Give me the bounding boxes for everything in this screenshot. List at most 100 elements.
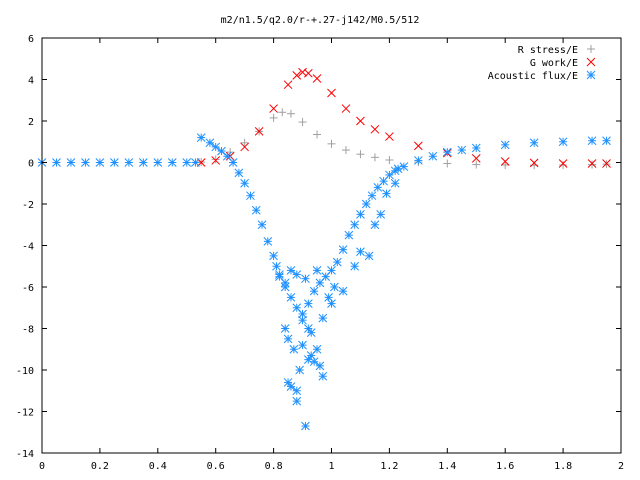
y-tick-label: -14 xyxy=(16,449,34,460)
y-tick-label: 4 xyxy=(28,76,34,87)
y-tick-label: -12 xyxy=(16,408,34,419)
data-point xyxy=(312,266,322,275)
data-point xyxy=(52,158,61,167)
data-point xyxy=(364,251,374,261)
data-point xyxy=(257,220,267,230)
data-point xyxy=(529,138,539,148)
data-point xyxy=(240,178,250,188)
legend-marker xyxy=(587,45,595,53)
data-point xyxy=(251,205,261,215)
x-tick-label: 0.6 xyxy=(207,461,225,472)
legend-label: Acoustic flux/E xyxy=(488,71,578,82)
y-tick-label: -4 xyxy=(22,242,34,253)
data-point xyxy=(138,158,148,167)
data-point xyxy=(341,146,350,155)
series-2 xyxy=(37,133,611,431)
data-point xyxy=(385,132,394,141)
y-tick-label: -10 xyxy=(16,366,34,377)
data-point xyxy=(338,286,348,296)
data-point xyxy=(205,138,215,148)
data-point xyxy=(338,245,348,255)
data-point xyxy=(95,158,105,167)
data-point xyxy=(471,153,481,163)
data-point xyxy=(263,236,273,246)
data-point xyxy=(110,158,119,167)
x-tick-label: 2 xyxy=(618,461,624,472)
data-point xyxy=(182,158,192,167)
data-point xyxy=(286,293,296,302)
data-point xyxy=(587,136,597,146)
data-point xyxy=(367,191,377,201)
data-point xyxy=(269,251,278,261)
data-point xyxy=(602,136,611,146)
data-point xyxy=(286,382,296,391)
data-point xyxy=(385,156,394,165)
data-point xyxy=(318,371,328,381)
data-point xyxy=(301,421,310,431)
data-point xyxy=(341,104,351,113)
data-point xyxy=(344,230,354,240)
data-point xyxy=(332,257,342,267)
data-point xyxy=(292,270,302,279)
data-point xyxy=(587,159,597,168)
data-point xyxy=(602,159,611,168)
chart-title: m2/n1.5/q2.0/r-+.27-j142/M0.5/512 xyxy=(221,15,420,26)
data-point xyxy=(66,158,76,167)
data-point xyxy=(211,142,221,152)
data-point xyxy=(529,158,539,168)
data-point xyxy=(318,313,328,323)
marks-layer xyxy=(37,67,611,431)
data-point xyxy=(240,142,250,152)
data-point xyxy=(278,108,287,117)
x-tick-label: 1.6 xyxy=(496,461,514,472)
x-tick-label: 0.2 xyxy=(91,461,109,472)
x-tick-label: 1.8 xyxy=(554,461,572,472)
data-point xyxy=(292,70,302,80)
data-point xyxy=(292,396,302,406)
data-point xyxy=(558,159,568,168)
data-point xyxy=(393,164,403,174)
data-point xyxy=(283,334,293,344)
data-point xyxy=(280,278,290,288)
data-point xyxy=(292,386,302,396)
data-point xyxy=(246,191,255,201)
data-point xyxy=(500,140,510,150)
data-point xyxy=(315,361,325,371)
data-point xyxy=(382,189,391,198)
data-point xyxy=(385,170,394,180)
data-point xyxy=(153,158,163,167)
data-point xyxy=(413,156,423,165)
legend-label: R stress/E xyxy=(518,45,578,56)
x-tick-label: 1.2 xyxy=(380,461,398,472)
x-tick-label: 0.8 xyxy=(265,461,283,472)
data-point xyxy=(356,210,365,219)
legend-label: G work/E xyxy=(530,58,578,69)
data-point xyxy=(298,315,307,325)
data-point xyxy=(272,261,281,271)
data-point xyxy=(167,158,177,167)
data-point xyxy=(280,324,290,333)
data-point xyxy=(327,139,336,148)
data-point xyxy=(303,324,313,333)
data-point xyxy=(327,88,336,98)
data-point xyxy=(330,282,339,292)
data-point xyxy=(327,266,336,275)
y-tick-label: -8 xyxy=(22,325,34,336)
data-point xyxy=(303,68,313,78)
x-tick-label: 0.4 xyxy=(149,461,167,472)
axis-layer: 0 0.2 0.4 0.6 0.8 1 1.2 1.4 1.6 1.8 2 6 4 2 0 -2 -4 -6 -8 -… xyxy=(16,34,624,472)
x-tick-label: 0 xyxy=(39,461,45,472)
data-point xyxy=(226,148,235,157)
data-point xyxy=(286,109,295,118)
data-point xyxy=(361,199,371,209)
data-point xyxy=(312,74,322,83)
data-point xyxy=(413,141,423,151)
data-point xyxy=(370,153,379,162)
data-point xyxy=(327,299,336,308)
data-point xyxy=(356,150,365,159)
data-point xyxy=(309,286,319,296)
data-point xyxy=(428,151,438,161)
data-point xyxy=(390,178,400,188)
